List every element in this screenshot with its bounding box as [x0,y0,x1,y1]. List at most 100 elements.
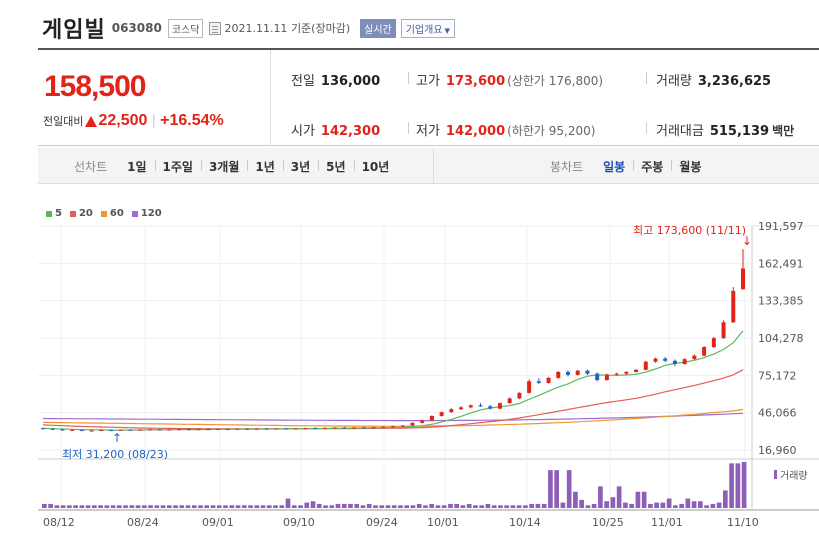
candle-body [79,429,84,431]
volume-bar [241,505,247,508]
volume-bar [335,503,341,508]
volume-bar [273,505,278,508]
candle-body [400,425,405,427]
legend-ma5: 5 [46,208,62,219]
stat-divider [646,72,647,84]
volume-bar [673,505,678,508]
candle-body [556,371,561,378]
volume-bar [298,505,303,508]
candle-body [468,405,473,408]
volume-bar [535,503,541,508]
realtime-button[interactable]: 실시간 [360,18,396,38]
tab-3month[interactable]: 3개월 [200,158,247,175]
tab-1day[interactable]: 1일 [127,159,147,174]
line-chart-title: 선차트 [74,159,108,174]
legend-label: 120 [140,208,162,219]
company-overview-button[interactable]: 기업개요 ▼ [400,18,455,38]
candle-body [692,355,697,360]
volume-bar [323,505,328,508]
candle-body [196,429,201,431]
ma20-line [42,369,744,430]
volume-bar [135,505,141,508]
candle-body [206,429,211,431]
candle-body [50,428,55,430]
x-tick-label: 09/10 [283,516,315,529]
candle-body [546,377,551,383]
volume-bar [660,502,666,508]
candle-chart-title: 봉차트 [550,159,584,174]
candle-body [216,428,220,430]
tab-1week[interactable]: 1주일 [154,158,201,175]
volume-bar [723,490,728,508]
arrow-down-icon: ↓ [742,234,753,248]
volume-bar [79,505,85,508]
volume-bar [204,505,210,508]
x-tick-label: 09/24 [366,516,398,529]
volume-bar [604,501,609,508]
candle-body [711,338,716,348]
volume-bar [73,505,78,508]
tab-weekly[interactable]: 주봉 [633,158,671,175]
volume-bar [198,505,203,508]
volume-bar [591,503,597,508]
max-annotation: 최고 173,600 (11/11) [633,224,747,237]
legend-label: 5 [55,208,62,219]
candle-body [352,427,357,429]
market-badge: 코스닥 [167,18,204,38]
volume-value: 3,236,625 [697,74,772,89]
volume-bar [279,505,285,508]
change-divider: | [151,113,157,129]
candle-body [672,360,677,365]
stat-divider [408,122,409,134]
volume-legend: 거래량 [774,467,808,482]
volume-bar [523,505,528,508]
prev-close-value: 136,000 [320,74,381,89]
legend-ma20: 20 [69,208,93,219]
volume-bar [310,501,316,508]
y-tick-label: 162,491 [758,257,804,270]
volume-bar [460,505,466,508]
candle-chart-tabs: 봉차트 일봉 주봉 월봉 [550,148,709,184]
volume-bar [698,501,703,508]
candle-body [536,381,541,383]
volume-bar [216,505,222,508]
tab-3year[interactable]: 3년 [282,158,318,175]
x-tick-label: 11/10 [727,516,759,529]
candle-body [604,374,609,381]
volume-bar [416,503,422,508]
volume-bar [654,502,659,508]
candle-body [118,429,123,431]
min-annotation: 최저 31,200 (08/23) [62,448,169,461]
tab-monthly[interactable]: 월봉 [671,158,709,175]
tab-daily[interactable]: 일봉 [603,159,626,174]
volume-bar [585,505,591,508]
y-tick-label: 191,597 [758,220,804,233]
tab-5year[interactable]: 5년 [318,158,353,175]
volume-bar [510,505,516,508]
volume-bar [191,505,197,508]
volume-bar [635,491,641,508]
volume-bar [573,491,578,508]
y-tick-label: 16,960 [758,444,797,457]
candle-body [595,373,600,381]
volume-bar [679,503,684,508]
volume-bar [410,505,416,508]
up-triangle-icon [85,115,98,127]
volume-bar [741,462,747,508]
candle-body [410,422,415,426]
price-chart[interactable]: 191,597 162,491 133,385 104,278 75,172 46,066… [0,215,819,536]
candle-body [235,428,240,430]
date-basis: 기준(장마감) [290,22,351,35]
tab-10year[interactable]: 10년 [353,158,398,175]
change-value: 22,500 [98,112,148,129]
tab-1year[interactable]: 1년 [247,158,282,175]
volume-bar [529,503,535,508]
volume-bar [316,503,322,508]
quote-date: 2021.11.11 기준(장마감) [224,20,350,36]
volume-bar [498,505,503,508]
volume-bar [685,498,691,508]
candle-body [488,406,493,409]
x-tick-label: 08/12 [43,516,75,529]
volume-legend-swatch [774,470,777,479]
legend-ma60: 60 [100,208,124,219]
